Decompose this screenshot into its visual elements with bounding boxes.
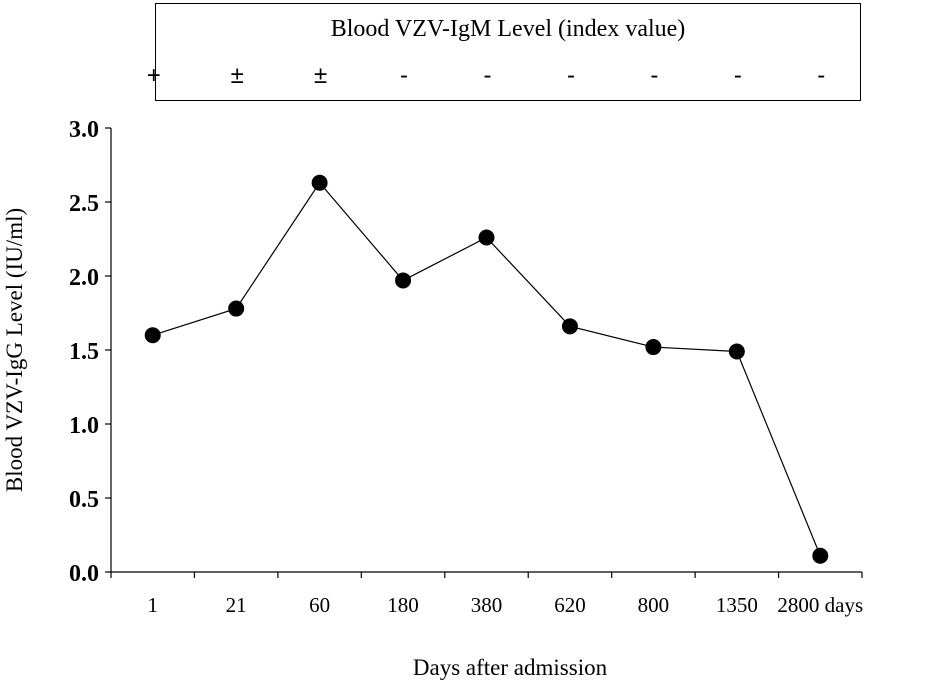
x-tick-labels: 1 21 60 180 380 620 800 1350 2800 days (147, 593, 863, 617)
x-axis-label: Days after admission (413, 655, 608, 680)
chart-axes (105, 127, 863, 578)
y-axis-label: Blood VZV-IgG Level (IU/ml) (2, 208, 27, 492)
x-tick-label: 2800 days (777, 593, 863, 617)
igm-panel: Blood VZV-IgM Level (index value) + ± ± - - -… (147, 3, 861, 101)
x-tick-label: 21 (226, 593, 247, 617)
igm-symbol: ± (314, 62, 328, 89)
data-point (645, 339, 662, 356)
x-tick-label: 180 (387, 593, 419, 617)
igm-symbol: - (400, 62, 409, 89)
x-tick-label: 1 (147, 593, 158, 617)
data-point (144, 327, 161, 344)
y-tick-label: 0.0 (69, 561, 99, 587)
igm-symbol: - (733, 62, 742, 89)
igm-symbol: - (817, 62, 826, 89)
x-tick-label: 60 (309, 593, 330, 617)
igm-symbol: - (483, 62, 492, 89)
y-tick-label: 1.0 (69, 413, 99, 439)
y-tick-label: 0.5 (69, 487, 99, 513)
igm-symbol: - (566, 62, 575, 89)
igm-symbol: + (146, 62, 161, 89)
data-points (144, 174, 829, 564)
data-point (228, 300, 245, 317)
data-point (395, 272, 412, 289)
y-tick-label: 2.5 (69, 191, 99, 217)
y-tick-label: 2.0 (69, 265, 99, 291)
x-tick-label: 620 (554, 593, 586, 617)
data-point (561, 318, 578, 335)
data-point (812, 547, 829, 564)
data-point (728, 343, 745, 360)
data-point (478, 229, 495, 246)
igm-symbol: - (650, 62, 659, 89)
y-tick-label: 3.0 (69, 117, 99, 143)
y-tick-labels: 0.0 0.5 1.0 1.5 2.0 2.5 3.0 (69, 117, 99, 587)
y-tick-label: 1.5 (69, 339, 99, 365)
igm-symbol: ± (230, 62, 244, 89)
x-tick-label: 800 (638, 593, 670, 617)
x-tick-label: 380 (471, 593, 503, 617)
data-point (311, 174, 328, 191)
igm-title: Blood VZV-IgM Level (index value) (330, 16, 686, 42)
x-tick-label: 1350 (716, 593, 758, 617)
